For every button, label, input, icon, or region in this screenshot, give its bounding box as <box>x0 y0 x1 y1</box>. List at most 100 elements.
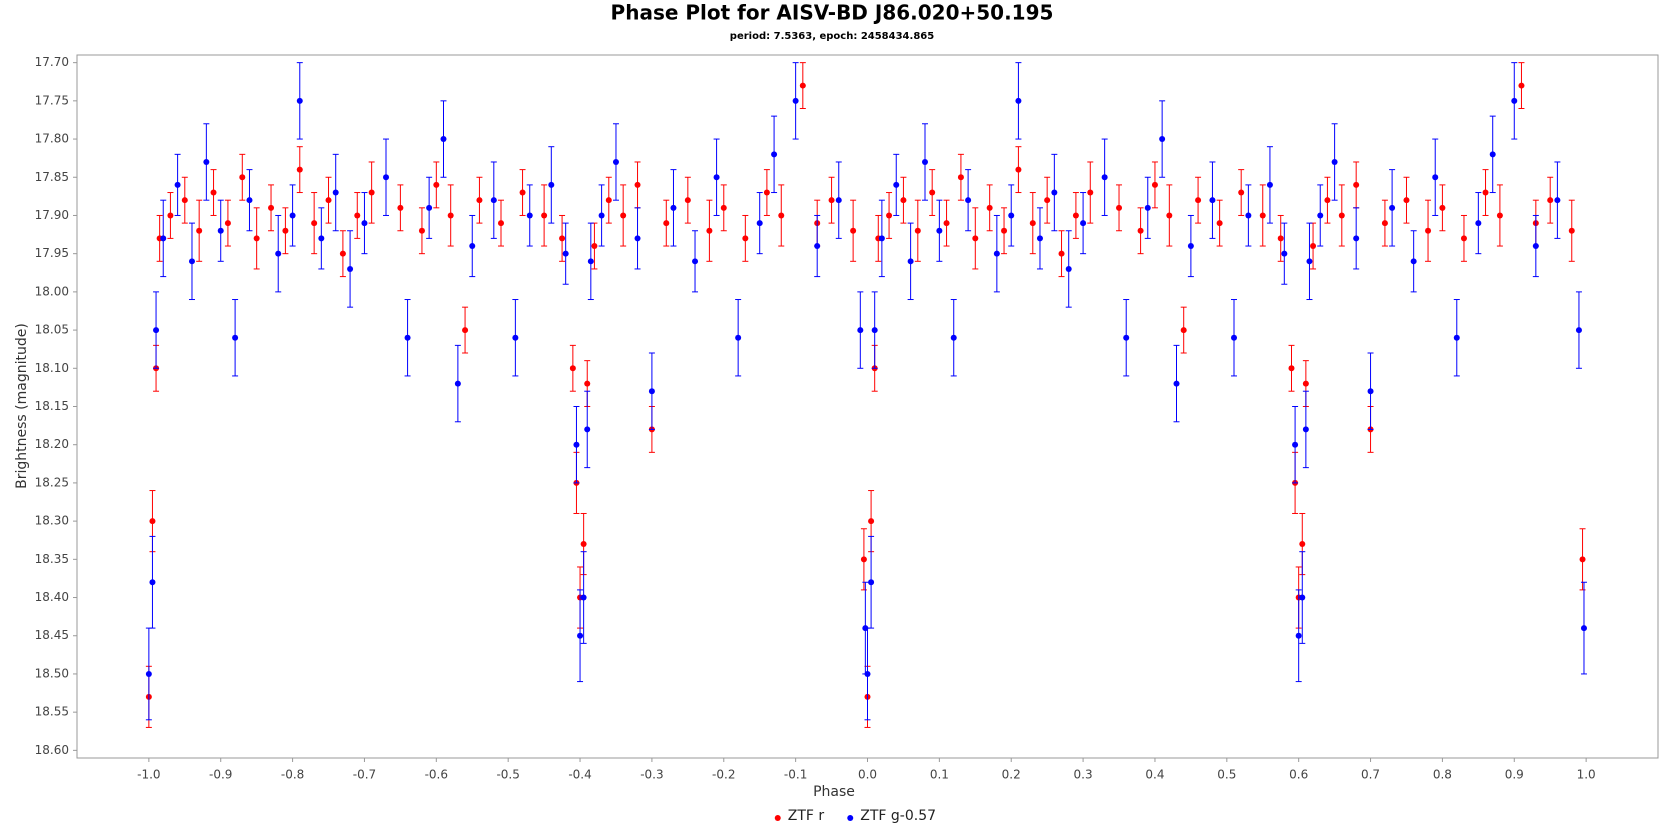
point <box>1259 212 1266 219</box>
point <box>993 250 1000 257</box>
point <box>559 235 566 242</box>
point <box>512 334 519 341</box>
point <box>1410 258 1417 265</box>
point <box>713 174 720 181</box>
point <box>692 258 699 265</box>
point <box>149 518 156 525</box>
point <box>972 235 979 242</box>
point <box>1389 204 1396 211</box>
legend-marker <box>774 815 781 821</box>
x-tick-label: -0.5 <box>496 768 519 782</box>
point <box>497 220 504 227</box>
point <box>174 181 181 188</box>
point <box>893 181 900 188</box>
y-tick-label: 18.35 <box>35 552 69 566</box>
point <box>1001 227 1008 234</box>
point <box>354 212 361 219</box>
point <box>296 97 303 104</box>
x-tick-label: -1.0 <box>137 768 160 782</box>
y-tick-label: 18.20 <box>35 437 69 451</box>
point <box>1306 258 1313 265</box>
x-tick-label: 0.6 <box>1289 768 1308 782</box>
point <box>792 97 799 104</box>
point <box>347 265 354 272</box>
point <box>1044 197 1051 204</box>
point <box>153 327 160 334</box>
point <box>720 204 727 211</box>
point <box>735 334 742 341</box>
point <box>1266 181 1273 188</box>
point <box>778 212 785 219</box>
point <box>1087 189 1094 196</box>
point <box>1281 250 1288 257</box>
x-tick-label: -0.6 <box>425 768 448 782</box>
point <box>577 632 584 639</box>
point <box>1173 380 1180 387</box>
point <box>1166 212 1173 219</box>
x-tick-label: 0.2 <box>1002 768 1021 782</box>
point <box>921 158 928 165</box>
point <box>1317 212 1324 219</box>
point <box>860 556 867 563</box>
point <box>1489 151 1496 158</box>
legend-label: ZTF g-0.57 <box>860 808 936 824</box>
point <box>1425 227 1432 234</box>
point <box>224 220 231 227</box>
y-tick-label: 18.25 <box>35 475 69 489</box>
x-tick-label: 0.8 <box>1433 768 1452 782</box>
point <box>684 197 691 204</box>
point <box>1299 594 1306 601</box>
y-tick-label: 18.30 <box>35 514 69 528</box>
point <box>1302 426 1309 433</box>
y-tick-label: 17.85 <box>35 170 69 184</box>
point <box>584 426 591 433</box>
point <box>1116 204 1123 211</box>
point <box>886 212 893 219</box>
point <box>418 227 425 234</box>
x-tick-label: -0.8 <box>281 768 304 782</box>
point <box>742 235 749 242</box>
point <box>1123 334 1130 341</box>
point <box>706 227 713 234</box>
point <box>1245 212 1252 219</box>
chart-subtitle: period: 7.5363, epoch: 2458434.865 <box>730 31 934 42</box>
y-tick-label: 18.50 <box>35 666 69 680</box>
point <box>383 174 390 181</box>
point <box>447 212 454 219</box>
point <box>361 220 368 227</box>
point <box>210 189 217 196</box>
point <box>232 334 239 341</box>
point <box>275 250 282 257</box>
point <box>318 235 325 242</box>
point <box>397 204 404 211</box>
point <box>1288 365 1295 372</box>
point <box>203 158 210 165</box>
point <box>663 220 670 227</box>
point <box>149 579 156 586</box>
point <box>620 212 627 219</box>
point <box>462 327 469 334</box>
point <box>1353 235 1360 242</box>
point <box>339 250 346 257</box>
y-axis-label: Brightness (magnitude) <box>14 323 30 489</box>
point <box>1292 441 1299 448</box>
point <box>965 197 972 204</box>
point <box>440 136 447 143</box>
point <box>1568 227 1575 234</box>
point <box>289 212 296 219</box>
y-tick-label: 17.75 <box>35 93 69 107</box>
point <box>1151 181 1158 188</box>
point <box>526 212 533 219</box>
point <box>1580 625 1587 632</box>
chart-title: Phase Plot for AISV-BD J86.020+50.195 <box>611 1 1054 25</box>
point <box>828 197 835 204</box>
point <box>1579 556 1586 563</box>
point <box>1324 197 1331 204</box>
point <box>325 197 332 204</box>
point <box>1511 97 1518 104</box>
point <box>1277 235 1284 242</box>
point <box>986 204 993 211</box>
x-tick-label: -0.1 <box>784 768 807 782</box>
